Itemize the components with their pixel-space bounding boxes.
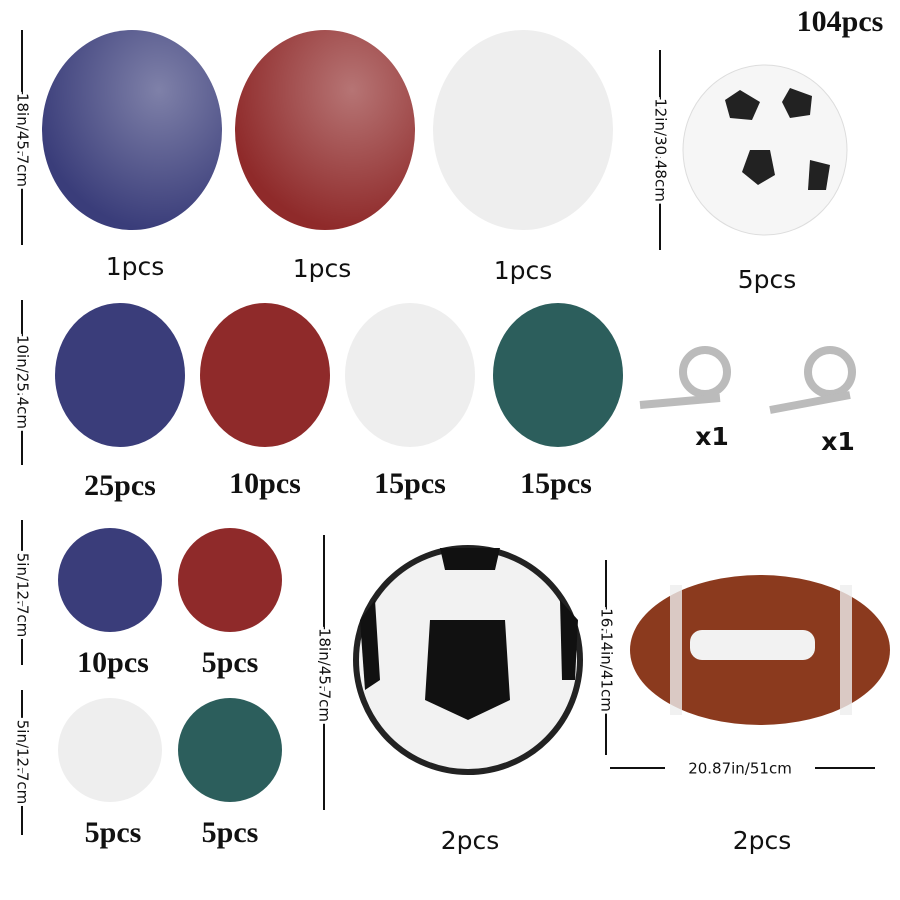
size-label: 20.87in/51cm (688, 760, 792, 778)
quantity: 10pcs (229, 467, 301, 500)
size-label: 12in/30.48cm (652, 98, 670, 202)
size-label: 5in/12.7cm (14, 553, 32, 638)
quantity: 2pcs (441, 826, 500, 855)
size-label: 10in/25.4cm (14, 335, 32, 429)
quantity: 15pcs (520, 467, 592, 500)
quantity: 25pcs (84, 469, 156, 502)
quantity: 5pcs (202, 816, 259, 849)
quantity: 1pcs (494, 256, 553, 285)
quantity: 10pcs (77, 646, 149, 679)
glue-dots (639, 346, 856, 414)
quantity: 5pcs (738, 265, 797, 294)
arrows (21, 30, 875, 835)
size-label: 5in/12.7cm (14, 720, 32, 805)
size-label: 18in/45.7cm (14, 93, 32, 187)
balloons (42, 30, 890, 802)
size-label: 18in/45.7cm (316, 628, 334, 722)
quantity: 1pcs (106, 252, 165, 281)
quantity: 1pcs (293, 254, 352, 283)
quantity: 5pcs (202, 646, 259, 679)
quantity: x1 (821, 427, 855, 456)
quantity: 5pcs (85, 816, 142, 849)
quantity: 15pcs (374, 467, 446, 500)
size-label: 16.14in/41cm (598, 608, 616, 712)
quantity: 2pcs (733, 826, 792, 855)
total-count: 104pcs (797, 5, 884, 38)
quantity: x1 (695, 422, 729, 451)
